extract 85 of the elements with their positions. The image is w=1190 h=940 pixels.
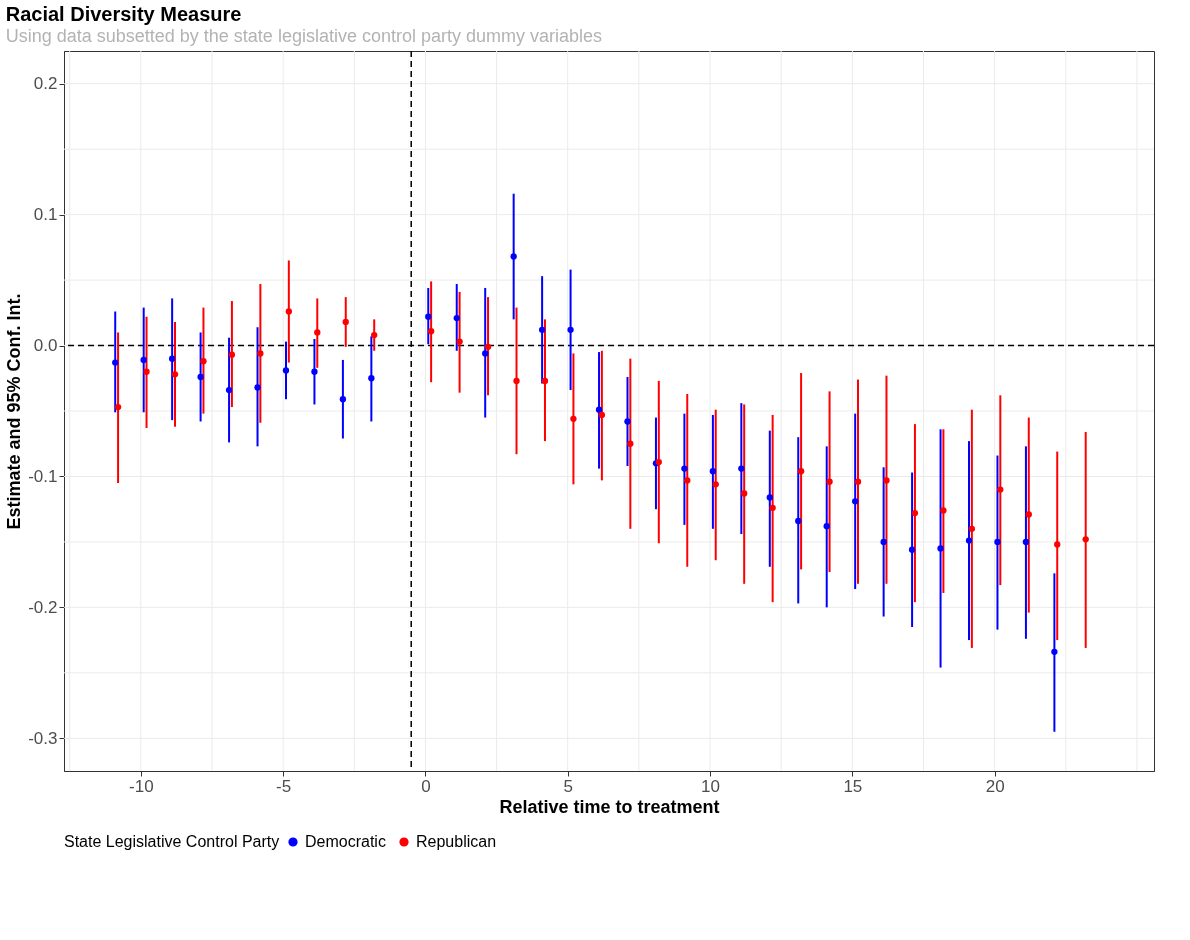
point — [797, 468, 805, 475]
legend-title: State Legislative Control Party — [64, 833, 280, 850]
y-tick-label: 0.0 — [33, 336, 58, 356]
point — [570, 415, 577, 423]
point — [968, 525, 976, 532]
point — [482, 350, 489, 357]
point — [538, 326, 546, 333]
point — [681, 465, 688, 472]
point — [114, 403, 122, 411]
point — [1022, 538, 1030, 546]
y-tick-label: -0.1 — [28, 466, 58, 486]
point — [795, 517, 802, 525]
point — [598, 411, 606, 419]
point — [709, 468, 717, 475]
point — [684, 477, 691, 484]
legend-label: Democratic — [305, 833, 386, 850]
point — [339, 396, 347, 403]
point — [282, 367, 290, 374]
x-tick-label: 0 — [421, 776, 431, 796]
point — [257, 350, 264, 357]
point — [937, 545, 944, 552]
point — [738, 465, 745, 472]
point — [140, 356, 147, 364]
point — [911, 509, 919, 517]
point — [908, 546, 916, 553]
point — [883, 477, 890, 484]
point — [1054, 541, 1061, 548]
point — [627, 440, 634, 447]
y-tick-label: 0.1 — [33, 205, 58, 225]
y-tick-label: -0.3 — [28, 728, 58, 748]
chart-subtitle: Using data subsetted by the state legislative control party dummy variables — [5, 26, 603, 47]
point — [143, 368, 150, 375]
point — [225, 386, 233, 394]
x-axis-title: Relative time to treatment — [499, 796, 720, 817]
point — [197, 373, 204, 381]
point — [371, 331, 378, 339]
point — [200, 358, 207, 365]
point — [510, 253, 517, 260]
x-tick-label: -10 — [129, 776, 154, 796]
point — [171, 371, 179, 378]
point — [712, 481, 719, 488]
point — [427, 327, 435, 335]
x-tick-label: 10 — [701, 776, 720, 796]
point — [567, 326, 574, 333]
point — [595, 406, 603, 413]
point — [854, 478, 862, 485]
legend-label: Republican — [416, 833, 497, 850]
point — [997, 486, 1004, 493]
point — [624, 418, 631, 425]
point — [168, 355, 176, 362]
point — [453, 314, 460, 322]
y-axis-title: Estimate and 95% Conf. Int. — [4, 293, 25, 530]
y-tick-label: 0.2 — [33, 74, 58, 94]
x-tick-label: 15 — [843, 776, 863, 796]
x-tick-label: 5 — [563, 776, 573, 796]
point — [741, 490, 748, 497]
point — [285, 308, 292, 315]
point — [823, 523, 830, 530]
point — [852, 498, 859, 505]
point — [1025, 511, 1032, 518]
point — [314, 329, 321, 336]
point — [1051, 648, 1058, 656]
y-tick-label: -0.2 — [28, 597, 58, 617]
point — [484, 343, 492, 351]
point — [254, 384, 261, 391]
point — [965, 537, 973, 544]
point — [342, 318, 349, 326]
point — [425, 313, 432, 320]
point — [880, 538, 887, 546]
point — [513, 377, 520, 385]
x-tick-label: 20 — [985, 776, 1005, 796]
point — [311, 368, 318, 375]
point — [228, 351, 236, 358]
point — [769, 504, 776, 512]
point — [112, 359, 119, 366]
chart-title: Racial Diversity Measure — [5, 3, 242, 26]
point — [368, 375, 375, 382]
point — [994, 538, 1001, 546]
x-tick-label: -5 — [276, 776, 292, 796]
point — [826, 478, 833, 485]
point — [1082, 536, 1089, 543]
point — [456, 338, 463, 345]
point — [766, 494, 773, 501]
point — [541, 377, 549, 385]
point — [940, 507, 947, 514]
